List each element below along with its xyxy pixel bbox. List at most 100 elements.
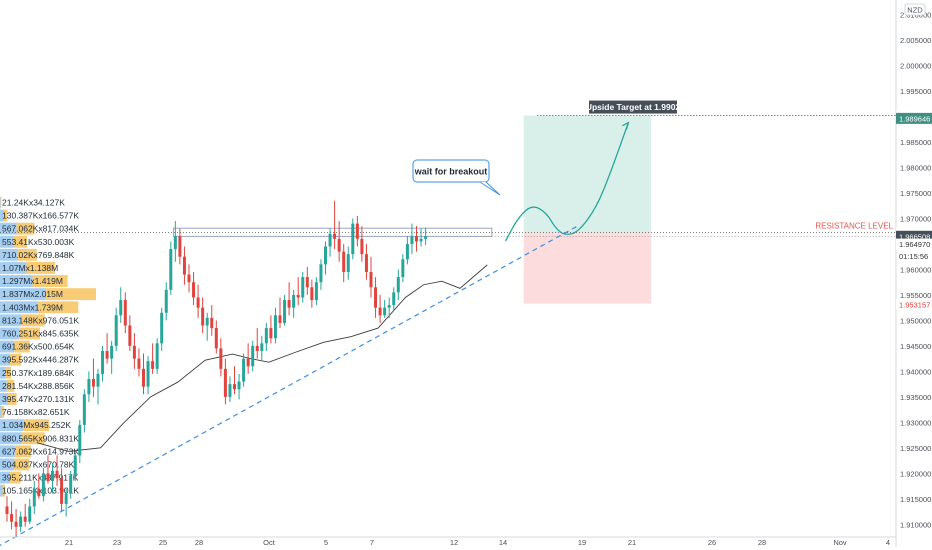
vp-bar-buy bbox=[0, 419, 24, 432]
x-tick-label: 23 bbox=[113, 538, 121, 547]
candle-body bbox=[60, 478, 64, 504]
candle-body bbox=[128, 325, 132, 346]
profit-zone[interactable] bbox=[523, 115, 652, 233]
candle-body bbox=[396, 277, 400, 293]
candle-body bbox=[314, 282, 318, 301]
candle-body bbox=[146, 361, 150, 387]
candle bbox=[237, 373, 241, 400]
trendline[interactable] bbox=[0, 225, 579, 547]
candle-body bbox=[205, 317, 209, 326]
vp-label: 105.165Kx103.901K bbox=[2, 486, 79, 496]
candle-body bbox=[410, 236, 414, 244]
candle-body bbox=[305, 277, 309, 288]
candle bbox=[55, 455, 59, 487]
x-tick-label: 7 bbox=[370, 538, 374, 547]
candle bbox=[296, 277, 300, 306]
y-tick-label: 1.950000 bbox=[900, 316, 931, 325]
candle-body bbox=[360, 238, 364, 255]
candle-body bbox=[251, 345, 255, 367]
candle-body bbox=[405, 243, 409, 260]
candle bbox=[292, 289, 296, 318]
candle bbox=[5, 496, 9, 522]
y-tick-label: 1.920000 bbox=[900, 469, 931, 478]
callout-text: wait for breakout bbox=[414, 167, 488, 177]
candle-body bbox=[337, 238, 341, 252]
candle-body bbox=[328, 233, 332, 247]
trendline[interactable] bbox=[0, 121, 630, 547]
callout-box bbox=[412, 159, 490, 183]
x-tick-label: 26 bbox=[708, 538, 716, 547]
vp-label: 395.47Kx270.131K bbox=[2, 394, 75, 404]
candle-body bbox=[283, 300, 287, 323]
candle-body bbox=[214, 328, 218, 349]
candle-body bbox=[364, 254, 368, 272]
vp-label: 691.36Kx500.654K bbox=[2, 342, 75, 352]
candle bbox=[337, 221, 341, 262]
vp-bar-sell bbox=[21, 432, 45, 445]
vp-bar-buy bbox=[0, 340, 15, 353]
x-tick-label: 14 bbox=[499, 538, 507, 547]
currency-label: NZD bbox=[907, 6, 923, 15]
vp-label: 760.251Kx845.635K bbox=[2, 329, 79, 339]
candle bbox=[342, 243, 346, 283]
vp-label: 504.037Kx670.78K bbox=[2, 460, 75, 470]
candle bbox=[137, 348, 141, 377]
vp-label: 1.403Mx1.739M bbox=[2, 302, 63, 312]
vp-label: 1.837Mx2.015M bbox=[2, 289, 63, 299]
candle bbox=[383, 300, 387, 318]
vp-bar-sell bbox=[2, 484, 6, 497]
vp-bar-buy bbox=[0, 327, 20, 340]
candle-body bbox=[237, 381, 241, 390]
candle bbox=[419, 228, 423, 247]
candle bbox=[201, 297, 205, 334]
x-tick-label: 4 bbox=[886, 538, 890, 547]
callout-bubble: wait for breakout bbox=[412, 159, 501, 196]
vp-bar-sell bbox=[21, 314, 45, 327]
candle-body bbox=[132, 345, 136, 359]
candle bbox=[196, 284, 200, 318]
vp-bar-buy bbox=[0, 314, 22, 327]
x-tick-label: 25 bbox=[159, 538, 167, 547]
candle-body bbox=[387, 305, 391, 308]
loss-zone[interactable] bbox=[523, 232, 652, 304]
candle-body bbox=[82, 394, 86, 425]
candle-body bbox=[37, 488, 41, 497]
candle bbox=[346, 246, 350, 280]
y-tick-label: 1.995000 bbox=[900, 87, 931, 96]
x-tick-label: 21 bbox=[65, 538, 73, 547]
vp-bar-sell bbox=[37, 301, 79, 314]
vp-bar-buy bbox=[0, 209, 4, 222]
y-tick-label: 1.970000 bbox=[900, 214, 931, 223]
candle bbox=[360, 226, 364, 262]
candle-body bbox=[273, 315, 277, 339]
candle-body bbox=[292, 294, 296, 308]
candle-body bbox=[187, 274, 191, 283]
candle bbox=[260, 335, 264, 362]
vp-label: 130.387Kx166.577K bbox=[2, 211, 79, 221]
candle-body bbox=[55, 470, 59, 479]
candle bbox=[114, 307, 118, 351]
price-axis[interactable]: 2.0100002.0050002.0000001.9950001.990000… bbox=[895, 0, 932, 547]
x-tick-label: Oct bbox=[263, 538, 276, 547]
candle bbox=[242, 353, 246, 387]
candle-body bbox=[182, 256, 186, 275]
candle bbox=[369, 256, 373, 298]
vp-bar-sell bbox=[16, 222, 35, 235]
vp-bar-sell bbox=[10, 353, 21, 366]
y-tick-label: 1.980000 bbox=[900, 164, 931, 173]
projection-path[interactable] bbox=[504, 122, 629, 242]
vp-bar-buy bbox=[0, 471, 10, 484]
position-tool[interactable] bbox=[523, 115, 652, 304]
vp-bar-buy bbox=[0, 222, 17, 235]
vp-bar-buy bbox=[0, 288, 47, 301]
target-label: Upside Target at 1.9902 bbox=[586, 102, 681, 112]
candle bbox=[396, 269, 400, 301]
vp-label: 553.41Kx530.003K bbox=[2, 237, 75, 247]
time-axis[interactable]: 21 23 25 28 Oct 5 7 12 14 19 21 26 28 Nov 4 bbox=[0, 536, 896, 547]
currency-badge[interactable] bbox=[904, 3, 926, 16]
candle bbox=[37, 473, 41, 499]
candle-body bbox=[101, 350, 105, 374]
vp-label: 567.062Kx817.034K bbox=[2, 224, 79, 234]
candle bbox=[378, 294, 382, 323]
